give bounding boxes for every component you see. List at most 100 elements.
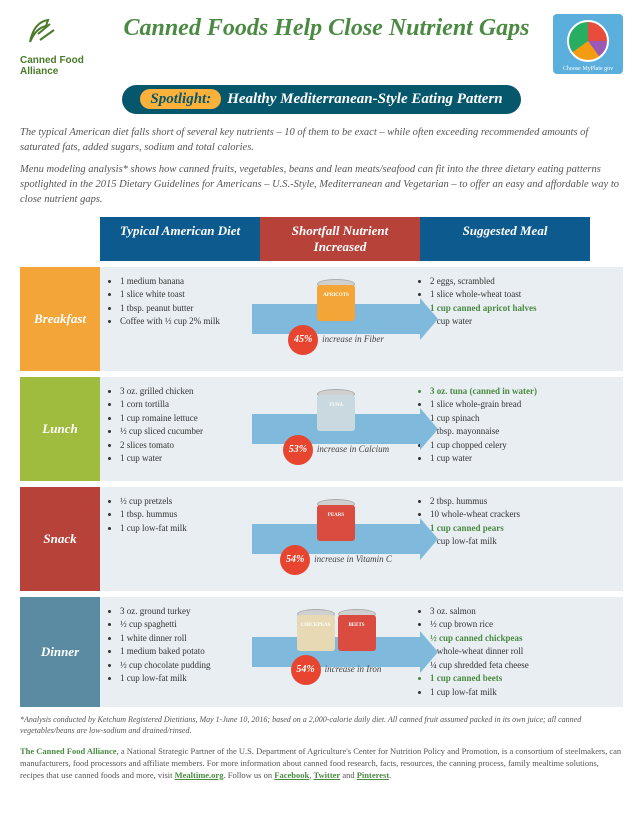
percent-badge: 54% xyxy=(291,655,321,685)
list-item: 1 cup low-fat milk xyxy=(430,686,580,700)
list-item: ½ cup canned chickpeas xyxy=(430,632,580,646)
meal-label: Dinner xyxy=(20,597,100,708)
list-item: ¼ cup shredded feta cheese xyxy=(430,659,580,673)
percent-text: increase in Fiber xyxy=(322,333,384,347)
meal-body: 1 medium banana1 slice white toast1 tbsp… xyxy=(100,267,623,371)
list-item: 1 slice whole-wheat toast xyxy=(430,288,580,302)
link-pinterest[interactable]: Pinterest xyxy=(357,770,389,780)
meal-label: Snack xyxy=(20,487,100,591)
list-item: 1 corn tortilla xyxy=(120,398,256,412)
list-item: 10 whole-wheat crackers xyxy=(430,508,580,522)
meal-label: Lunch xyxy=(20,377,100,481)
list-item: 1 tbsp. peanut butter xyxy=(120,302,256,316)
spotlight-banner: Spotlight: Healthy Mediterranean-Style Ea… xyxy=(122,85,520,114)
shortfall-col: TUNA 53%increase in Calcium xyxy=(256,385,416,473)
percent-text: increase in Vitamin C xyxy=(314,553,392,567)
meal-body: 3 oz. grilled chicken1 corn tortilla1 cu… xyxy=(100,377,623,481)
header: Canned Food Alliance Canned Foods Help C… xyxy=(20,14,623,77)
list-item: 2 eggs, scrambled xyxy=(430,275,580,289)
spotlight-text: Healthy Mediterranean-Style Eating Patte… xyxy=(227,91,502,107)
intro-para-2: Menu modeling analysis* shows how canned… xyxy=(20,163,623,207)
percent-badge: 54% xyxy=(280,545,310,575)
meal-row-lunch: Lunch3 oz. grilled chicken1 corn tortill… xyxy=(20,377,623,481)
typical-diet-col: 1 medium banana1 slice white toast1 tbsp… xyxy=(106,275,256,363)
link-twitter[interactable]: Twitter xyxy=(313,770,340,780)
typical-diet-col: ½ cup pretzels1 tbsp. hummus1 cup low-fa… xyxy=(106,495,256,583)
meals-table: Typical American Diet Shortfall Nutrient… xyxy=(20,217,623,707)
myplate-badge: Choose MyPlate gov xyxy=(553,14,623,74)
suggested-meal-col: 3 oz. salmon½ cup brown rice½ cup canned… xyxy=(416,605,580,700)
column-headers: Typical American Diet Shortfall Nutrient… xyxy=(100,217,623,260)
list-item: 3 oz. grilled chicken xyxy=(120,385,256,399)
can-icon: CHICKPEAS xyxy=(297,607,335,651)
list-item: 2 tbsp. mayonnaise xyxy=(430,425,580,439)
suggested-meal-col: 2 tbsp. hummus10 whole-wheat crackers 1 c… xyxy=(416,495,580,583)
can-icon: PEARS xyxy=(317,497,355,541)
percent-text: increase in Iron xyxy=(325,663,382,677)
typical-diet-col: 3 oz. grilled chicken1 corn tortilla1 cu… xyxy=(106,385,256,473)
meal-body: 3 oz. ground turkey½ cup spaghetti1 whit… xyxy=(100,597,623,708)
list-item: 1 cup chopped celery xyxy=(430,439,580,453)
meal-body: ½ cup pretzels1 tbsp. hummus1 cup low-fa… xyxy=(100,487,623,591)
list-item: ½ cup spaghetti xyxy=(120,618,256,632)
list-item: 2 slices tomato xyxy=(120,439,256,453)
list-item: 1 medium banana xyxy=(120,275,256,289)
leaf-icon xyxy=(20,14,70,50)
intro-para-1: The typical American diet falls short of… xyxy=(20,126,623,155)
list-item: ½ cup chocolate pudding xyxy=(120,659,256,673)
can-icon: TUNA xyxy=(317,387,355,431)
list-item: 1 cup low-fat milk xyxy=(120,522,256,536)
percent-wrap: 54% increase in Iron xyxy=(291,655,382,685)
percent-text: increase in Calcium xyxy=(317,443,389,457)
list-item: 3 oz. salmon xyxy=(430,605,580,619)
shortfall-col: APRICOTS 45% increase in Fiber xyxy=(256,275,416,363)
main-title: Canned Foods Help Close Nutrient Gaps xyxy=(100,14,553,43)
list-item: 1 cup canned beets xyxy=(430,672,580,686)
col-head-typical: Typical American Diet xyxy=(100,217,260,260)
plate-icon xyxy=(567,20,609,62)
list-item: 1 cup canned apricot halves xyxy=(430,302,580,316)
can-icon: BEETS xyxy=(338,607,376,651)
list-item: 1 cup romaine lettuce xyxy=(120,412,256,426)
cfa-logo: Canned Food Alliance xyxy=(20,14,100,77)
analysis-footnote: *Analysis conducted by Ketchum Registere… xyxy=(20,715,623,736)
page: Canned Food Alliance Canned Foods Help C… xyxy=(0,0,643,796)
list-item: 1 whole-wheat dinner roll xyxy=(430,645,580,659)
list-item: 1 cup spinach xyxy=(430,412,580,426)
list-item: 1 cup water xyxy=(120,452,256,466)
meal-row-breakfast: Breakfast1 medium banana1 slice white to… xyxy=(20,267,623,371)
shortfall-col: PEARS54% increase in Vitamin C xyxy=(256,495,416,583)
typical-diet-col: 3 oz. ground turkey½ cup spaghetti1 whit… xyxy=(106,605,256,700)
list-item: 1 white dinner roll xyxy=(120,632,256,646)
meal-row-dinner: Dinner3 oz. ground turkey½ cup spaghetti… xyxy=(20,597,623,708)
percent-wrap: 53%increase in Calcium xyxy=(283,435,389,465)
footer-text: The Canned Food Alliance, a National Str… xyxy=(20,746,623,782)
meal-row-snack: Snack½ cup pretzels1 tbsp. hummus1 cup l… xyxy=(20,487,623,591)
list-item: 2 tbsp. hummus xyxy=(430,495,580,509)
meal-label: Breakfast xyxy=(20,267,100,371)
myplate-label: Choose MyPlate gov xyxy=(553,66,623,72)
col-head-suggested: Suggested Meal xyxy=(420,217,590,260)
suggested-meal-col: 2 eggs, scrambled1 slice whole-wheat toa… xyxy=(416,275,580,363)
percent-wrap: 45% increase in Fiber xyxy=(288,325,384,355)
list-item: 1 slice white toast xyxy=(120,288,256,302)
percent-badge: 45% xyxy=(288,325,318,355)
list-item: ½ cup sliced cucumber xyxy=(120,425,256,439)
list-item: 1 cup low-fat milk xyxy=(430,535,580,549)
list-item: 3 oz. ground turkey xyxy=(120,605,256,619)
logo-text: Canned Food Alliance xyxy=(20,55,100,77)
footer-title: The Canned Food Alliance xyxy=(20,746,117,756)
list-item: 1 medium baked potato xyxy=(120,645,256,659)
list-item: ½ cup pretzels xyxy=(120,495,256,509)
list-item: ½ cup brown rice xyxy=(430,618,580,632)
shortfall-col: CHICKPEASBEETS 54% increase in Iron xyxy=(256,605,416,700)
can-icon: APRICOTS xyxy=(317,277,355,321)
list-item: 1 slice whole-grain bread xyxy=(430,398,580,412)
list-item: 3 oz. tuna (canned in water) xyxy=(430,385,580,399)
spotlight-badge: Spotlight: xyxy=(140,89,221,109)
percent-wrap: 54% increase in Vitamin C xyxy=(280,545,392,575)
link-facebook[interactable]: Facebook xyxy=(274,770,309,780)
list-item: 1 cup water xyxy=(430,315,580,329)
list-item: 1 tbsp. hummus xyxy=(120,508,256,522)
link-mealtime[interactable]: Mealtime.org xyxy=(175,770,224,780)
